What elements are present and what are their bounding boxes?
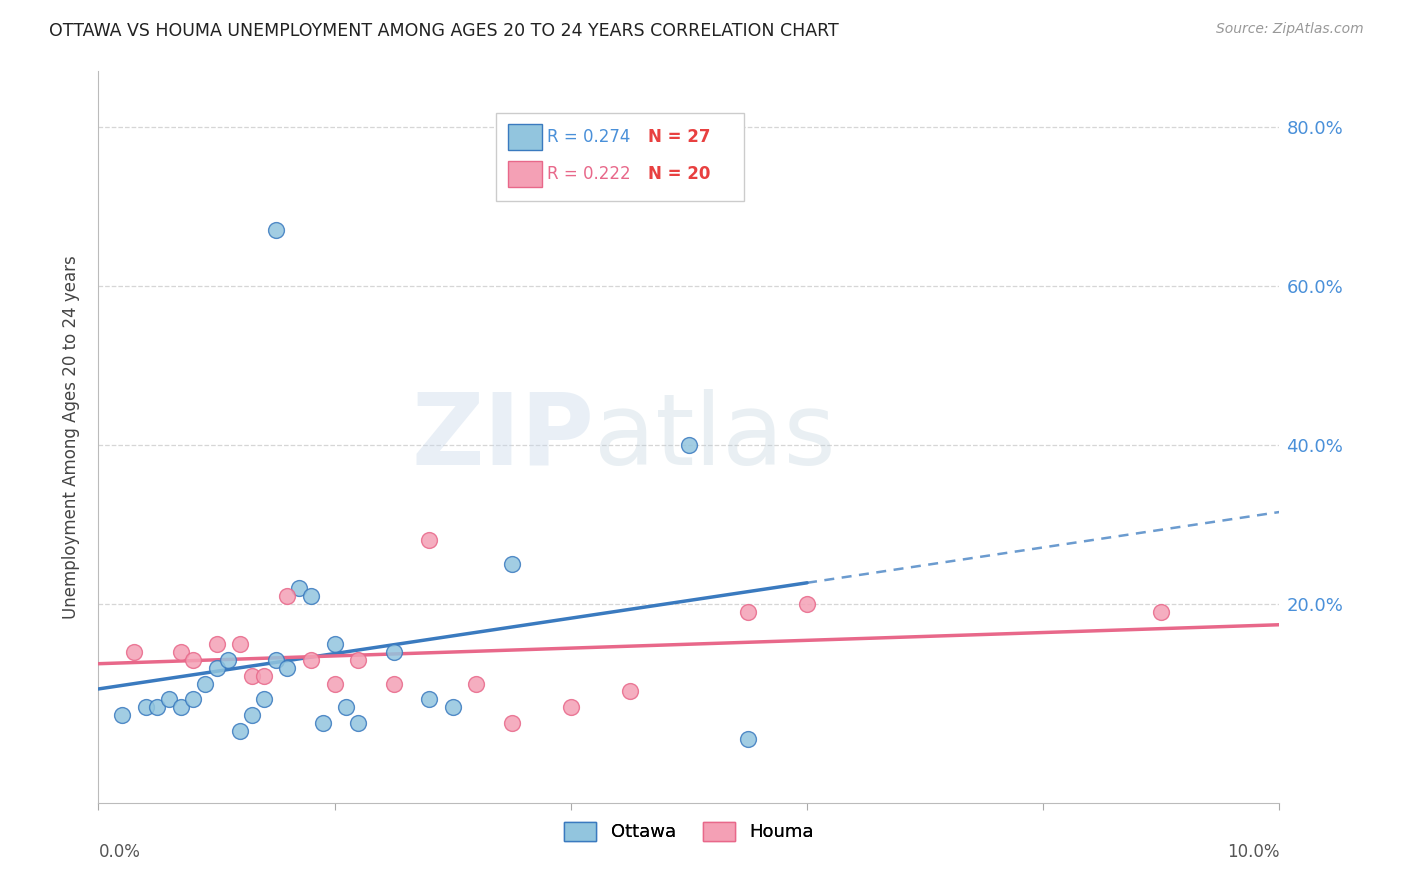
Point [560, 700, 582, 714]
Text: Source: ZipAtlas.com: Source: ZipAtlas.com [1216, 22, 1364, 37]
Text: N = 27: N = 27 [648, 128, 710, 146]
Point [217, 653, 239, 667]
Point [181, 653, 204, 667]
Text: N = 20: N = 20 [648, 165, 710, 183]
Point [335, 700, 357, 714]
Point [122, 645, 145, 659]
Point [418, 533, 440, 548]
Point [312, 716, 335, 731]
Point [253, 692, 276, 706]
Point [111, 708, 134, 723]
Point [276, 589, 298, 603]
Point [240, 708, 263, 723]
Point [501, 558, 523, 572]
Point [347, 653, 370, 667]
Point [347, 716, 370, 731]
Point [264, 653, 287, 667]
Y-axis label: Unemployment Among Ages 20 to 24 years: Unemployment Among Ages 20 to 24 years [62, 255, 80, 619]
Point [194, 676, 217, 690]
Point [465, 676, 488, 690]
Text: R = 0.222: R = 0.222 [547, 165, 631, 183]
Point [170, 700, 193, 714]
Point [264, 223, 287, 237]
Point [418, 692, 440, 706]
Text: R = 0.274: R = 0.274 [547, 128, 630, 146]
Point [678, 438, 700, 452]
Point [240, 668, 263, 682]
Text: 0.0%: 0.0% [98, 843, 141, 861]
Text: 10.0%: 10.0% [1227, 843, 1279, 861]
Point [323, 676, 346, 690]
Point [382, 645, 405, 659]
Point [323, 637, 346, 651]
Text: atlas: atlas [595, 389, 837, 485]
Point [135, 700, 157, 714]
Point [253, 668, 276, 682]
Point [737, 732, 759, 747]
Point [146, 700, 169, 714]
Legend: Ottawa, Houma: Ottawa, Houma [557, 814, 821, 848]
Point [181, 692, 204, 706]
Point [299, 589, 322, 603]
Point [205, 637, 228, 651]
Point [205, 660, 228, 674]
Point [382, 676, 405, 690]
Point [229, 637, 252, 651]
Point [276, 660, 298, 674]
Point [229, 724, 252, 739]
Point [501, 716, 523, 731]
Point [170, 645, 193, 659]
Point [157, 692, 180, 706]
Point [299, 653, 322, 667]
Text: ZIP: ZIP [412, 389, 595, 485]
Point [441, 700, 464, 714]
Point [619, 684, 641, 698]
Point [1150, 605, 1173, 619]
Text: OTTAWA VS HOUMA UNEMPLOYMENT AMONG AGES 20 TO 24 YEARS CORRELATION CHART: OTTAWA VS HOUMA UNEMPLOYMENT AMONG AGES … [49, 22, 839, 40]
Point [796, 597, 818, 611]
Point [288, 581, 311, 595]
Point [737, 605, 759, 619]
